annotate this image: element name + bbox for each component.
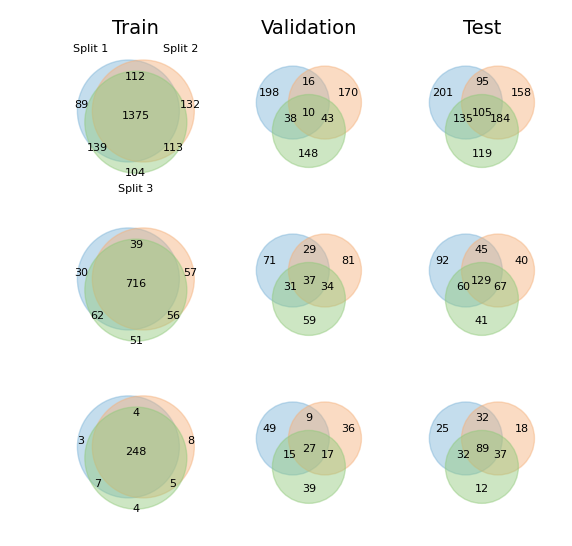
Text: 56: 56: [166, 311, 180, 321]
Text: 25: 25: [435, 424, 449, 434]
Title: Test: Test: [463, 19, 501, 38]
Circle shape: [272, 263, 345, 335]
Circle shape: [288, 402, 362, 475]
Text: 38: 38: [283, 115, 297, 124]
Text: 119: 119: [471, 149, 492, 158]
Text: 51: 51: [129, 336, 143, 346]
Text: 43: 43: [320, 115, 335, 124]
Text: 27: 27: [302, 444, 316, 454]
Text: 129: 129: [471, 276, 492, 286]
Text: 81: 81: [341, 256, 356, 266]
Text: 139: 139: [87, 143, 108, 153]
Text: Split 2: Split 2: [163, 44, 198, 54]
Text: 34: 34: [320, 282, 335, 293]
Text: 32: 32: [456, 450, 470, 460]
Text: 15: 15: [283, 450, 297, 460]
Title: Validation: Validation: [261, 19, 357, 38]
Circle shape: [256, 402, 329, 475]
Circle shape: [92, 60, 194, 162]
Text: 4: 4: [132, 504, 140, 514]
Text: 67: 67: [494, 282, 508, 293]
Text: 1375: 1375: [122, 111, 150, 121]
Text: 158: 158: [511, 88, 532, 98]
Circle shape: [462, 66, 534, 139]
Text: 59: 59: [302, 317, 316, 327]
Circle shape: [272, 94, 345, 168]
Text: 71: 71: [262, 256, 276, 266]
Y-axis label: Verbs: Verbs: [0, 430, 7, 473]
Text: 39: 39: [129, 240, 143, 251]
Circle shape: [446, 94, 518, 168]
Text: 16: 16: [302, 77, 316, 87]
Circle shape: [256, 234, 329, 307]
Circle shape: [288, 66, 362, 139]
Circle shape: [430, 402, 502, 475]
Text: 45: 45: [475, 245, 489, 255]
Circle shape: [85, 239, 187, 341]
Circle shape: [430, 66, 502, 139]
Text: 112: 112: [125, 73, 146, 82]
Text: 3: 3: [78, 436, 85, 446]
Text: 135: 135: [452, 115, 474, 124]
Text: 198: 198: [259, 88, 280, 98]
Circle shape: [462, 402, 534, 475]
Text: 8: 8: [187, 436, 194, 446]
Title: Train: Train: [113, 19, 159, 38]
Text: 31: 31: [283, 282, 297, 293]
Circle shape: [85, 407, 187, 509]
Text: 39: 39: [302, 484, 316, 494]
Text: Split 3: Split 3: [118, 185, 153, 194]
Text: 89: 89: [475, 444, 489, 454]
Text: 716: 716: [125, 279, 146, 289]
Text: 62: 62: [90, 311, 104, 321]
Circle shape: [92, 396, 194, 498]
Text: 132: 132: [180, 100, 201, 110]
Text: 30: 30: [74, 268, 88, 278]
Text: 4: 4: [132, 408, 140, 418]
Text: 10: 10: [302, 108, 316, 118]
Text: 5: 5: [170, 479, 177, 489]
Y-axis label: Nouns: Nouns: [0, 260, 7, 308]
Text: 17: 17: [320, 450, 335, 460]
Text: 148: 148: [298, 149, 320, 158]
Text: Split 1: Split 1: [73, 44, 109, 54]
Text: 32: 32: [475, 413, 489, 423]
Text: 89: 89: [74, 100, 88, 110]
Text: 7: 7: [94, 479, 101, 489]
Text: 12: 12: [475, 484, 489, 494]
Text: 40: 40: [515, 256, 529, 266]
Text: 184: 184: [490, 115, 511, 124]
Text: 60: 60: [456, 282, 470, 293]
Text: 37: 37: [302, 276, 316, 286]
Circle shape: [288, 234, 362, 307]
Text: 36: 36: [341, 424, 356, 434]
Text: 18: 18: [515, 424, 529, 434]
Text: 113: 113: [162, 143, 184, 153]
Text: 29: 29: [302, 245, 316, 255]
Circle shape: [77, 228, 180, 330]
Circle shape: [92, 228, 194, 330]
Text: 95: 95: [475, 77, 489, 87]
Y-axis label: Classes: Classes: [5, 87, 19, 145]
Text: 248: 248: [125, 447, 146, 457]
Circle shape: [85, 71, 187, 173]
Circle shape: [446, 430, 518, 503]
Circle shape: [430, 234, 502, 307]
Circle shape: [77, 60, 180, 162]
Text: 9: 9: [305, 413, 312, 423]
Text: 201: 201: [432, 88, 453, 98]
Text: 105: 105: [471, 108, 492, 118]
Text: 170: 170: [338, 88, 359, 98]
Text: 41: 41: [475, 317, 489, 327]
Text: 104: 104: [125, 168, 146, 178]
Circle shape: [446, 263, 518, 335]
Text: 57: 57: [184, 268, 198, 278]
Circle shape: [462, 234, 534, 307]
Text: 37: 37: [494, 450, 508, 460]
Circle shape: [272, 430, 345, 503]
Text: 49: 49: [262, 424, 276, 434]
Circle shape: [256, 66, 329, 139]
Circle shape: [77, 396, 180, 498]
Text: 92: 92: [435, 256, 450, 266]
